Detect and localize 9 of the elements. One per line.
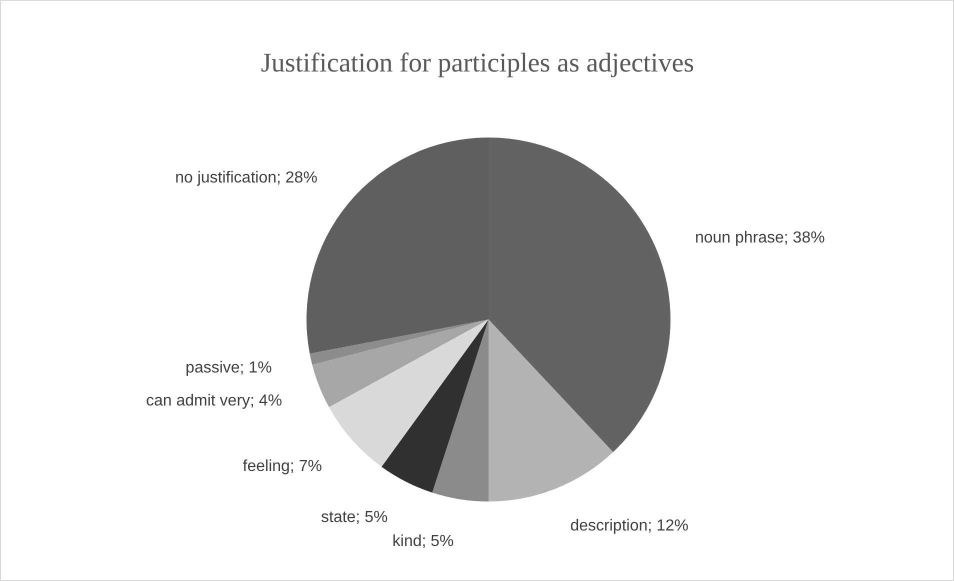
slice-label: feeling; 7% bbox=[242, 458, 322, 475]
slice-label: description; 12% bbox=[570, 517, 689, 534]
slice-label: no justification; 28% bbox=[175, 169, 318, 186]
slice-label: can admit very; 4% bbox=[146, 392, 282, 410]
chart-title: Justification for participles as adjectives bbox=[260, 48, 694, 78]
slice-label: noun phrase; 38% bbox=[694, 229, 825, 246]
slice-label: kind; 5% bbox=[392, 532, 454, 550]
slice-label: passive; 1% bbox=[186, 359, 272, 376]
slice-label: state; 5% bbox=[320, 508, 388, 526]
